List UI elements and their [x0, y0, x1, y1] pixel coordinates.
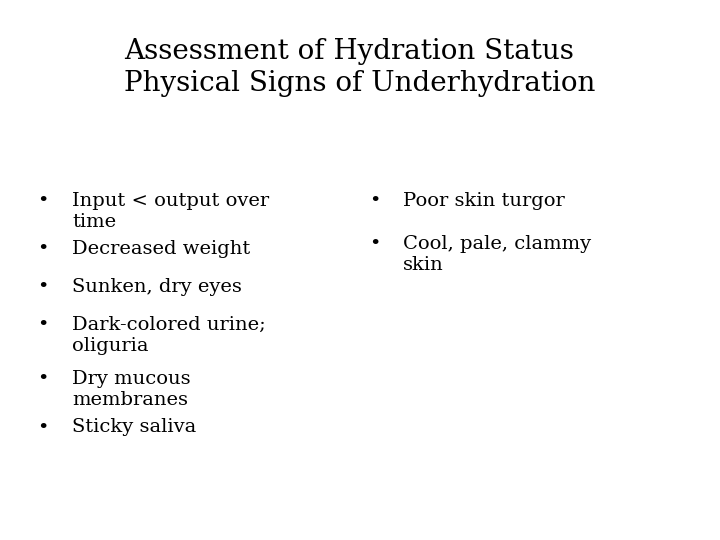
Text: Cool, pale, clammy
skin: Cool, pale, clammy skin: [403, 235, 591, 274]
Text: Assessment of Hydration Status
Physical Signs of Underhydration: Assessment of Hydration Status Physical …: [125, 38, 595, 97]
Text: Decreased weight: Decreased weight: [72, 240, 251, 258]
Text: •: •: [37, 316, 49, 334]
Text: Poor skin turgor: Poor skin turgor: [403, 192, 565, 210]
Text: Dark-colored urine;
oliguria: Dark-colored urine; oliguria: [72, 316, 266, 355]
Text: Input < output over
time: Input < output over time: [72, 192, 269, 231]
Text: •: •: [37, 370, 49, 388]
Text: •: •: [369, 235, 380, 253]
Text: Sunken, dry eyes: Sunken, dry eyes: [72, 278, 242, 296]
Text: •: •: [369, 192, 380, 210]
Text: Dry mucous
membranes: Dry mucous membranes: [72, 370, 191, 409]
Text: •: •: [37, 192, 49, 210]
Text: Sticky saliva: Sticky saliva: [72, 418, 197, 436]
Text: •: •: [37, 278, 49, 296]
Text: •: •: [37, 240, 49, 258]
Text: •: •: [37, 418, 49, 436]
